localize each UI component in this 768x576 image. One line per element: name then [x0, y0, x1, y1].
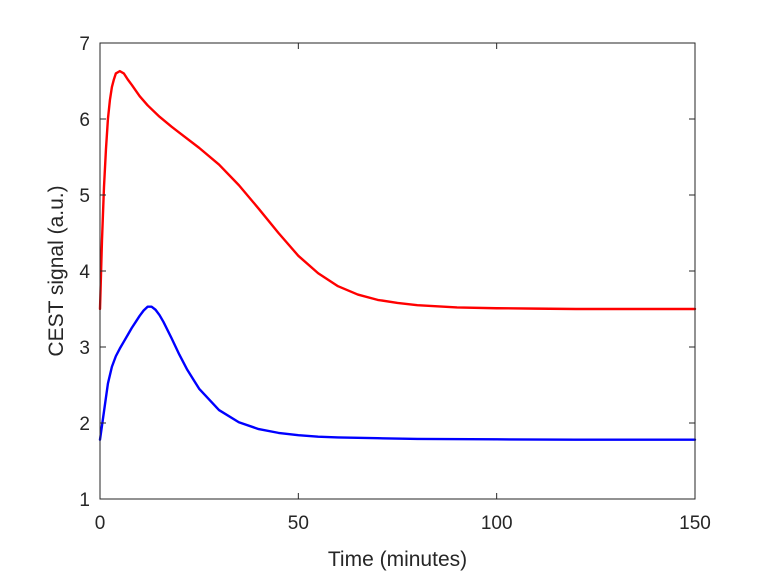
y-tick-label: 7	[79, 34, 90, 55]
y-tick-label: 6	[79, 110, 90, 131]
y-tick-label: 3	[79, 338, 90, 359]
y-tick-label: 4	[79, 262, 90, 283]
y-axis-ticks: 1 2 3 4 5 6 7	[79, 34, 695, 511]
y-tick-label: 5	[79, 186, 90, 207]
x-axis-ticks: 0 50 100 150	[95, 43, 711, 534]
y-tick-label: 2	[79, 414, 90, 435]
y-tick-label: 1	[79, 490, 90, 511]
series-line-2	[98, 305, 697, 441]
x-tick-label: 100	[481, 513, 513, 534]
x-tick-label: 150	[679, 513, 711, 534]
x-axis-label: Time (minutes)	[328, 548, 467, 571]
series-line-1	[98, 69, 697, 311]
x-tick-label: 50	[288, 513, 309, 534]
x-tick-label: 0	[95, 513, 106, 534]
axes-box	[99, 42, 696, 500]
plot-content	[98, 69, 697, 441]
y-axis-label: CEST signal (a.u.)	[45, 185, 68, 356]
